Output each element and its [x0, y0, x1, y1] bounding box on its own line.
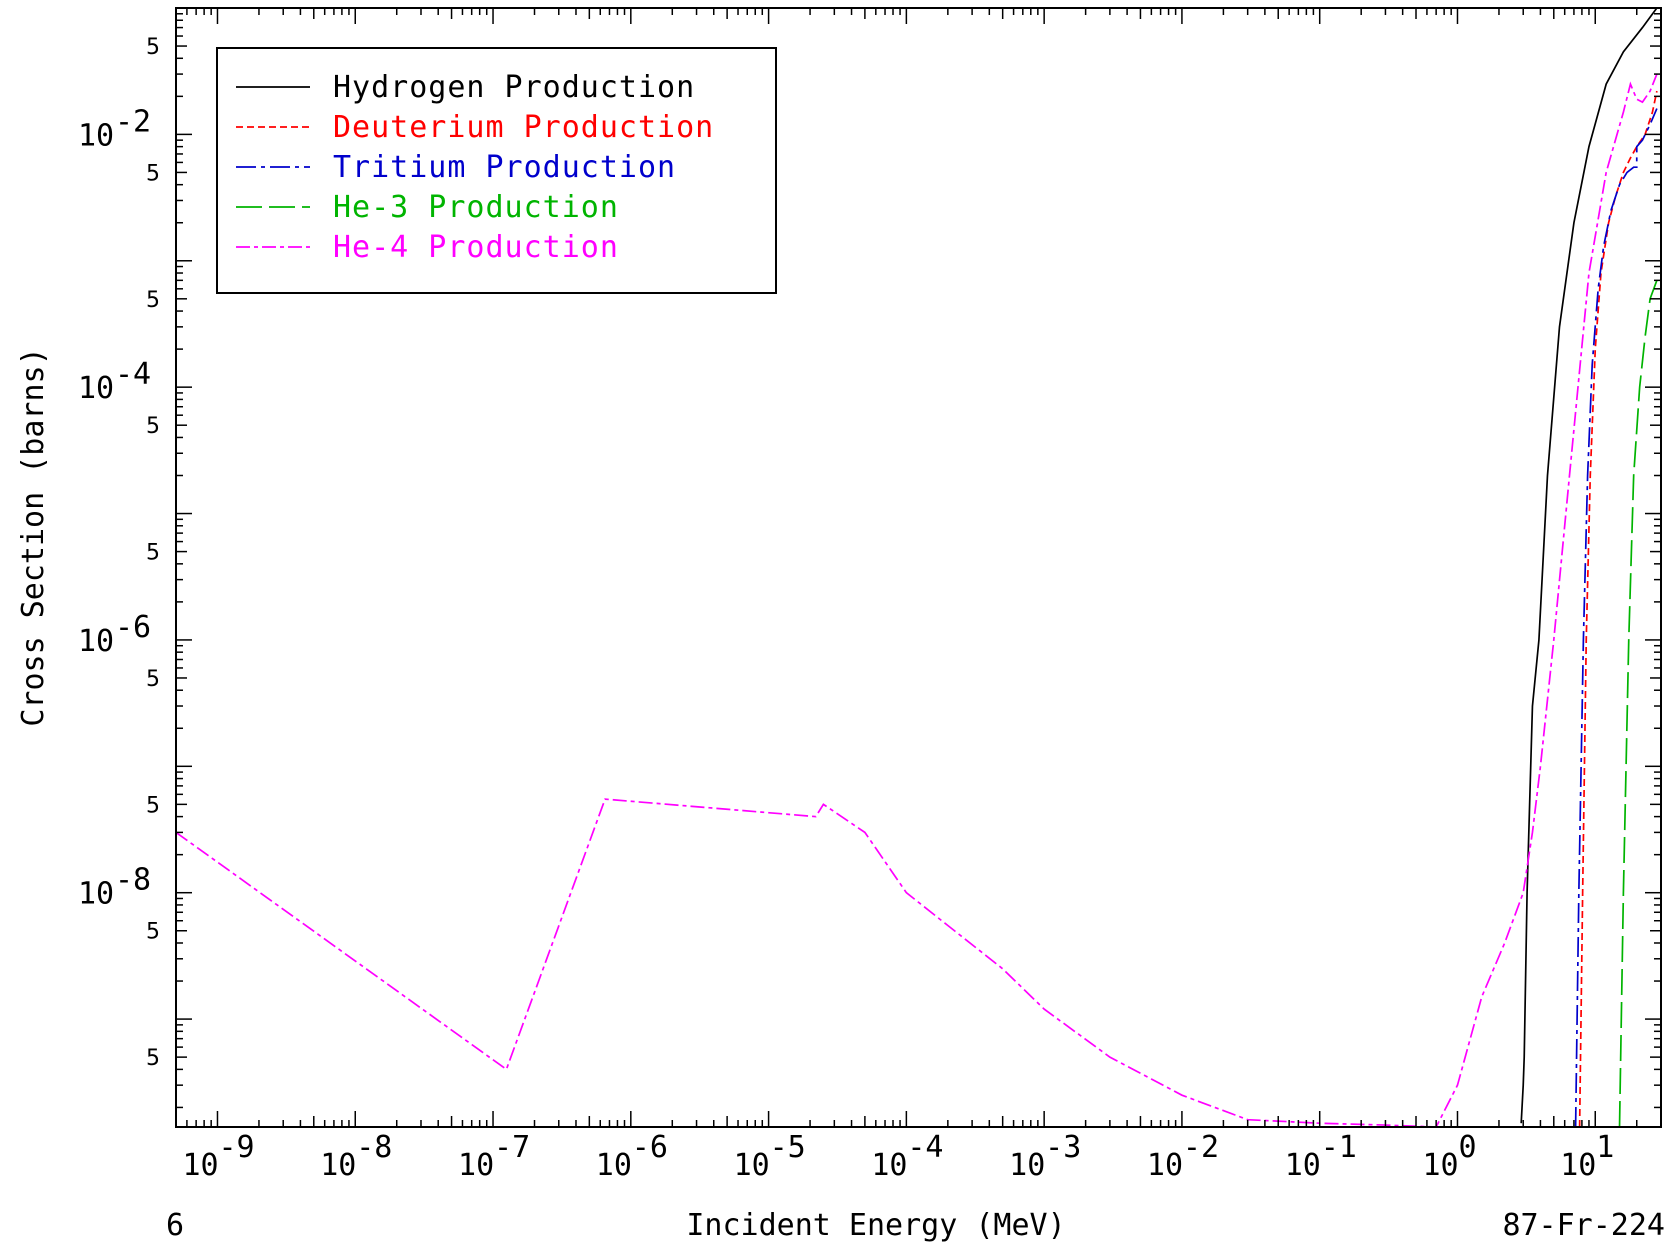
legend-entry-label: He-3 Production	[333, 190, 619, 225]
x-tick-label: 10	[1560, 1148, 1596, 1183]
x-tick-exponent: 1	[1596, 1130, 1614, 1165]
y-minor-tick-label: 5	[146, 414, 160, 439]
x-tick-exponent: -3	[1045, 1130, 1081, 1165]
legend-entry-label: He-4 Production	[333, 230, 619, 265]
x-tick-label: 10	[182, 1148, 218, 1183]
x-tick-label: 10	[1422, 1148, 1458, 1183]
x-tick-labels: 10-910-810-710-610-510-410-310-210-11001…	[182, 1130, 1614, 1183]
x-tick-label: 10	[458, 1148, 494, 1183]
x-tick-label: 10	[1285, 1148, 1321, 1183]
series-layer	[176, 8, 1658, 1127]
x-axis-label: Incident Energy (MeV)	[686, 1208, 1065, 1243]
x-tick-label: 10	[596, 1148, 632, 1183]
y-tick-label: 10	[78, 118, 114, 153]
x-tick-exponent: -6	[632, 1130, 668, 1165]
x-tick-exponent: -2	[1183, 1130, 1219, 1165]
y-minor-tick-label: 5	[146, 288, 160, 313]
series-line-1	[1520, 8, 1658, 1124]
x-tick-label: 10	[734, 1148, 770, 1183]
legend-entry-label: Deuterium Production	[333, 110, 714, 145]
series-line-4	[1618, 280, 1658, 1127]
x-tick-label: 10	[320, 1148, 356, 1183]
y-tick-label: 10	[78, 624, 114, 659]
footer-right-label: 87-Fr-224	[1502, 1208, 1665, 1243]
y-minor-tick-label: 5	[146, 1046, 160, 1071]
x-tick-exponent: 0	[1458, 1130, 1476, 1165]
y-minor-tick-label: 5	[146, 793, 160, 818]
plot-frame	[175, 7, 1662, 1128]
x-tick-exponent: -9	[218, 1130, 254, 1165]
legend-entry-label: Tritium Production	[333, 150, 676, 185]
x-tick-exponent: -7	[494, 1130, 530, 1165]
footer-left-label: 6	[166, 1208, 184, 1243]
y-tick-exponent: -2	[115, 104, 151, 139]
y-minor-tick-label: 5	[146, 541, 160, 566]
y-minor-tick-label: 5	[146, 667, 160, 692]
legend: Hydrogen Production Deuterium Production T…	[216, 47, 777, 294]
legend-box	[216, 47, 777, 294]
legend-entry-label: Hydrogen Production	[333, 70, 695, 105]
series-line-5	[176, 73, 1658, 1127]
y-minor-tick-label: 5	[146, 35, 160, 60]
y-tick-label: 10	[78, 371, 114, 406]
x-tick-label: 10	[871, 1148, 907, 1183]
y-minor-tick-label: 5	[146, 161, 160, 186]
x-tick-exponent: -4	[907, 1130, 943, 1165]
y-minor-tick-label: 5	[146, 920, 160, 945]
y-axis-label: Cross Section (barns)	[16, 347, 51, 726]
y-tick-exponent: -8	[115, 863, 151, 898]
y-tick-exponent: -4	[115, 357, 151, 392]
y-tick-exponent: -6	[115, 610, 151, 645]
y-tick-label: 10	[78, 877, 114, 912]
x-tick-label: 10	[1147, 1148, 1183, 1183]
x-tick-exponent: -8	[356, 1130, 392, 1165]
x-tick-label: 10	[1009, 1148, 1045, 1183]
series-line-3	[1574, 108, 1658, 1127]
x-tick-exponent: -1	[1321, 1130, 1357, 1165]
x-tick-exponent: -5	[770, 1130, 806, 1165]
minor-ticks	[175, 7, 1662, 1127]
